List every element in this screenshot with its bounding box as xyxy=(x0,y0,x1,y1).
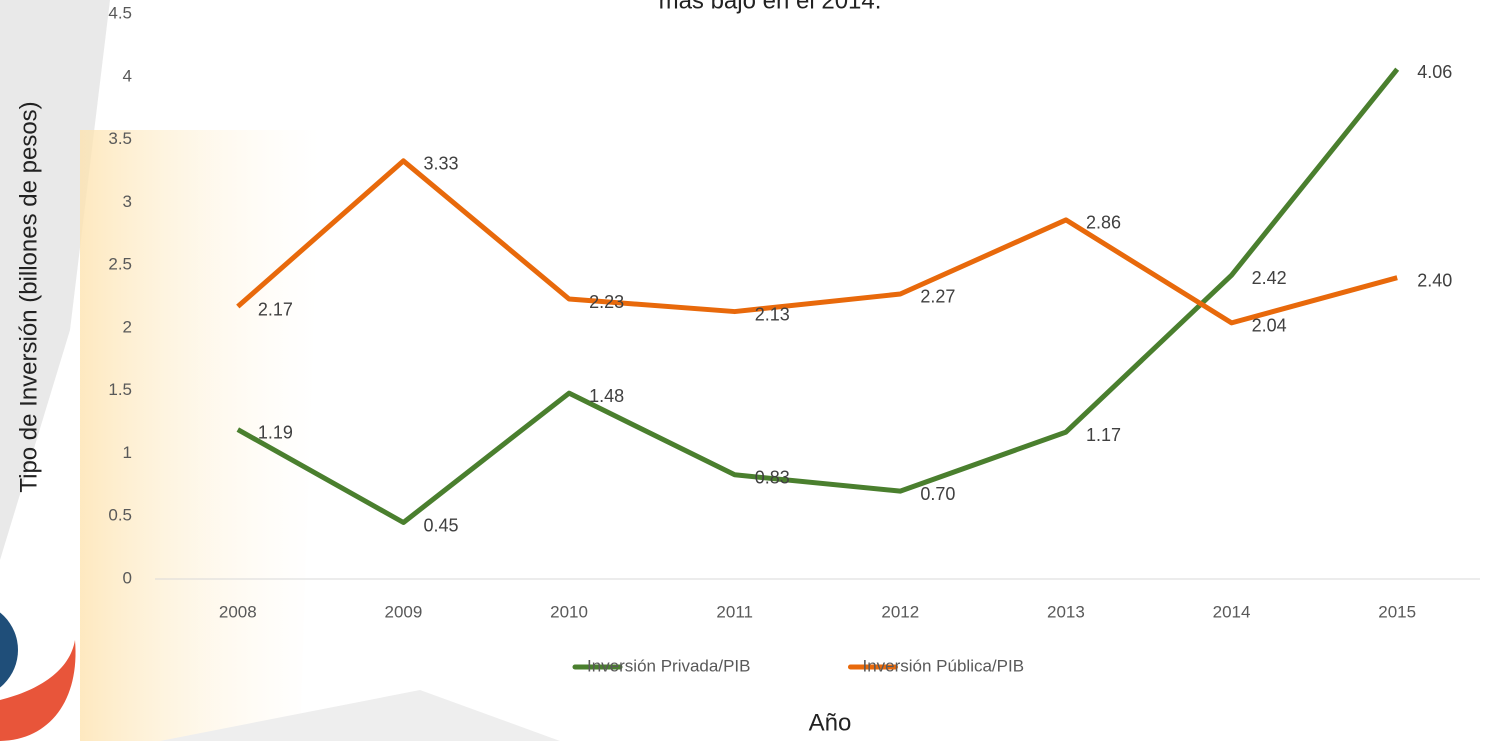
data-label: 1.17 xyxy=(1086,425,1121,445)
y-tick-label: 4.5 xyxy=(108,3,132,22)
y-tick-label: 0.5 xyxy=(108,506,132,525)
y-tick-label: 3.5 xyxy=(108,129,132,148)
x-tick-label: 2015 xyxy=(1378,602,1416,621)
y-tick-label: 0 xyxy=(123,568,132,587)
logo xyxy=(0,640,76,741)
x-tick-label: 2010 xyxy=(550,602,588,621)
y-axis-label: Tipo de Inversión (billones de pesos) xyxy=(15,101,42,492)
data-label: 2.27 xyxy=(920,287,955,307)
data-label: 2.23 xyxy=(589,292,624,312)
series-line xyxy=(236,158,1398,326)
y-tick-label: 4 xyxy=(123,66,132,85)
x-tick-label: 2009 xyxy=(385,602,423,621)
data-label: 0.70 xyxy=(920,484,955,504)
data-label: 2.86 xyxy=(1086,213,1121,233)
data-label: 2.13 xyxy=(755,304,790,324)
data-label: 2.17 xyxy=(258,299,293,319)
data-label: 4.06 xyxy=(1417,62,1452,82)
x-tick-label: 2013 xyxy=(1047,602,1085,621)
data-label: 1.19 xyxy=(258,422,293,442)
series-line xyxy=(236,67,1400,525)
y-tick-label: 1.5 xyxy=(108,380,132,399)
legend-label: Inversión Privada/PIB xyxy=(587,656,750,675)
data-label: 2.42 xyxy=(1252,268,1287,288)
data-label: 0.83 xyxy=(755,468,790,488)
y-tick-label: 2 xyxy=(123,317,132,336)
data-label: 0.45 xyxy=(423,515,458,535)
data-label: 2.04 xyxy=(1252,316,1287,336)
x-tick-label: 2008 xyxy=(219,602,257,621)
y-tick-label: 1 xyxy=(123,443,132,462)
legend-label: Inversión Pública/PIB xyxy=(862,656,1024,675)
background-shape xyxy=(160,690,560,741)
x-axis-label: Año xyxy=(809,709,852,736)
logo xyxy=(0,612,18,688)
chart-title: más bajo en el 2014. xyxy=(659,0,882,14)
y-tick-label: 2.5 xyxy=(108,255,132,274)
x-tick-label: 2011 xyxy=(716,602,753,621)
background-shape xyxy=(80,130,320,741)
x-tick-label: 2012 xyxy=(881,602,919,621)
data-label: 1.48 xyxy=(589,386,624,406)
data-label: 3.33 xyxy=(423,154,458,174)
y-tick-label: 3 xyxy=(123,192,132,211)
data-label: 2.40 xyxy=(1417,270,1452,290)
x-tick-label: 2014 xyxy=(1213,602,1251,621)
